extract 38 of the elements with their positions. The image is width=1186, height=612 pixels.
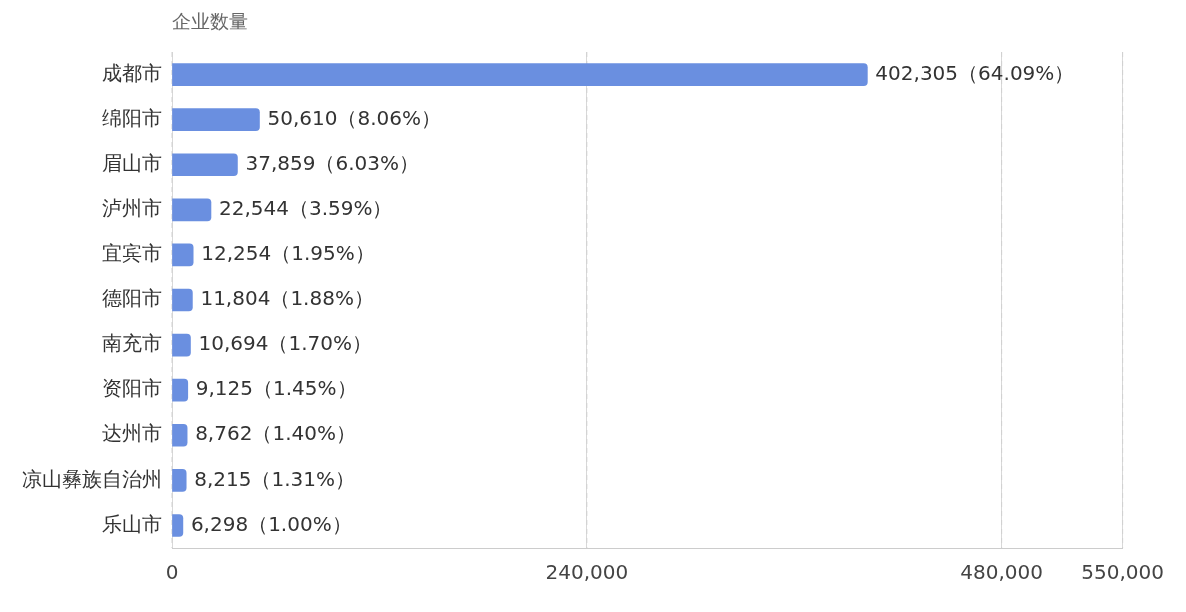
y-axis-title: 企业数量	[172, 10, 248, 33]
y-tick-label: 德阳市	[102, 286, 162, 311]
bar	[172, 243, 194, 267]
y-tick-label: 绵阳市	[102, 105, 162, 130]
bar	[172, 108, 260, 131]
data-label: 11,804（1.88%）	[200, 286, 374, 311]
data-label: 8,762（1.40%）	[195, 421, 356, 446]
x-tick-label: 240,000	[545, 560, 629, 585]
y-tick-label: 泸州市	[102, 196, 162, 221]
y-tick-label: 资阳市	[102, 376, 162, 401]
data-label: 50,610（8.06%）	[267, 105, 441, 130]
data-label: 8,215（1.31%）	[194, 466, 355, 491]
y-tick-label: 宜宾市	[102, 241, 162, 266]
bar	[172, 333, 191, 357]
bar	[172, 514, 184, 537]
data-label: 12,254（1.95%）	[201, 241, 375, 266]
data-label: 37,859（6.03%）	[245, 150, 419, 175]
x-tick-label: 550,000	[1081, 560, 1165, 585]
bar	[172, 63, 868, 86]
data-label: 10,694（1.70%）	[198, 331, 372, 356]
x-tick-label: 0	[165, 560, 179, 585]
bar	[172, 198, 212, 222]
bar	[172, 469, 187, 492]
y-tick-label: 成都市	[102, 60, 162, 85]
data-label: 22,544（3.59%）	[218, 196, 393, 221]
y-tick-label: 达州市	[102, 421, 162, 446]
bar	[172, 423, 188, 447]
y-tick-label: 凉山彝族自治州	[22, 466, 162, 491]
data-label: 9,125（1.45%）	[195, 376, 357, 401]
y-tick-label: 眉山市	[102, 150, 162, 175]
y-tick-label: 南充市	[102, 331, 162, 356]
data-label: 402,305（64.09%）	[875, 60, 1075, 85]
bar	[172, 153, 238, 177]
data-label: 6,298（1.00%）	[190, 511, 352, 536]
bar	[172, 288, 193, 312]
y-tick-label: 乐山市	[102, 511, 162, 536]
bar	[172, 378, 189, 402]
x-tick-label: 480,000	[960, 560, 1044, 585]
